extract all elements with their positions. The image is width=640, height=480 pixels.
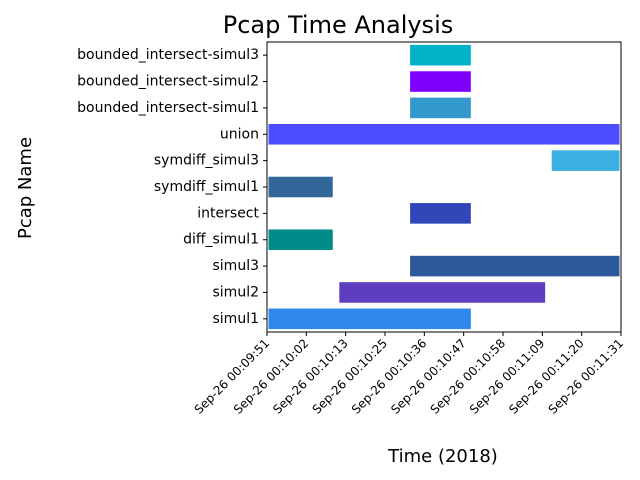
y-tick-label: simul3 [213, 258, 260, 274]
x-axis-label: Time (2018) [387, 446, 498, 467]
y-tick-label: simul2 [213, 284, 260, 300]
y-axis-label: Pcap Name [15, 137, 36, 239]
bar-intersect [410, 203, 471, 224]
y-tick-label: intersect [197, 205, 259, 221]
plot-frame [266, 41, 622, 333]
y-tick-label: union [220, 126, 259, 142]
bar-bounded_intersect-simul2 [410, 71, 471, 92]
y-tick-label: symdiff_simul3 [154, 153, 259, 169]
y-tick-label: diff_simul1 [183, 232, 259, 248]
x-tick-label: Sep-26 00:11:31 [546, 336, 627, 417]
bars-layer [268, 44, 620, 330]
bar-simul3 [410, 255, 620, 277]
bar-simul2 [339, 282, 546, 303]
y-tick-label: symdiff_simul1 [154, 179, 259, 195]
y-tick-label: simul1 [213, 311, 260, 327]
bar-symdiff_simul3 [551, 150, 620, 171]
y-tick-label: bounded_intersect-simul2 [77, 74, 259, 90]
y-tick-label: bounded_intersect-simul1 [77, 100, 259, 116]
y-ticks-layer: simul1 simul2 simul3 diff_simul1 intersect sy… [77, 47, 267, 327]
bar-symdiff_simul1 [268, 176, 333, 198]
bar-diff_simul1 [268, 229, 333, 251]
bar-union [268, 123, 620, 145]
bar-bounded_intersect-simul3 [410, 44, 471, 66]
bar-bounded_intersect-simul1 [410, 97, 471, 119]
bar-simul1 [268, 308, 471, 330]
chart-title: Pcap Time Analysis [223, 11, 453, 39]
y-tick-label: bounded_intersect-simul3 [77, 47, 259, 63]
